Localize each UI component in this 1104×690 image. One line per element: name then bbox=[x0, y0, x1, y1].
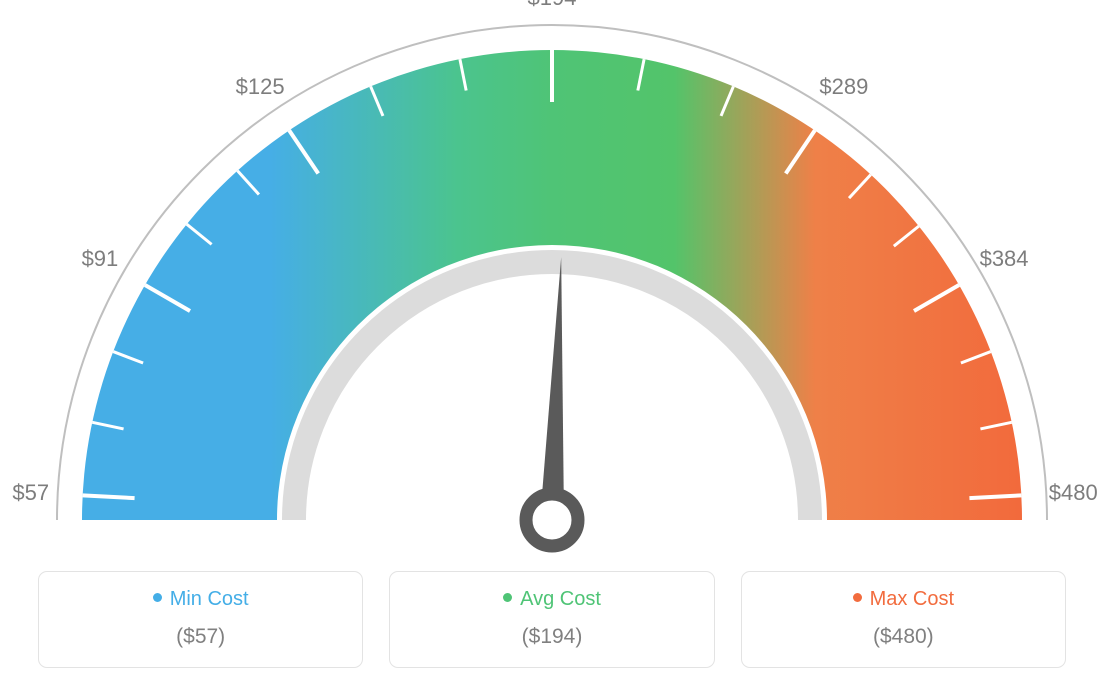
legend-dot-max bbox=[853, 593, 862, 602]
legend-card-min: Min Cost ($57) bbox=[38, 571, 363, 668]
gauge-tick-label: $125 bbox=[236, 74, 285, 100]
legend-title-min: Min Cost bbox=[39, 588, 362, 611]
legend-dot-min bbox=[153, 593, 162, 602]
legend-value-avg-text: ($194) bbox=[390, 625, 713, 649]
gauge-tick-label: $194 bbox=[528, 0, 577, 11]
gauge-tick-label: $91 bbox=[82, 246, 119, 272]
legend-value-min-text: ($57) bbox=[39, 625, 362, 649]
legend-card-max: Max Cost ($480) bbox=[741, 571, 1066, 668]
legend-dot-avg bbox=[503, 593, 512, 602]
legend-card-avg: Avg Cost ($194) bbox=[389, 571, 714, 668]
gauge-svg bbox=[0, 0, 1104, 560]
legend-label-min: Min Cost bbox=[170, 588, 249, 610]
gauge-tick-label: $289 bbox=[819, 74, 868, 100]
gauge-tick-label: $57 bbox=[12, 480, 49, 506]
legend-title-max: Max Cost bbox=[742, 588, 1065, 611]
legend-title-avg: Avg Cost bbox=[390, 588, 713, 611]
legend-label-avg: Avg Cost bbox=[520, 588, 601, 610]
legend-label-max: Max Cost bbox=[870, 588, 954, 610]
cost-gauge: $57 $91 $125 $194 $289 $384 $480 bbox=[0, 0, 1104, 560]
gauge-tick-label: $384 bbox=[980, 246, 1029, 272]
gauge-tick-label: $480 bbox=[1049, 480, 1098, 506]
legend-row: Min Cost ($57) Avg Cost ($194) Max Cost … bbox=[38, 571, 1066, 668]
legend-value-max-text: ($480) bbox=[742, 625, 1065, 649]
